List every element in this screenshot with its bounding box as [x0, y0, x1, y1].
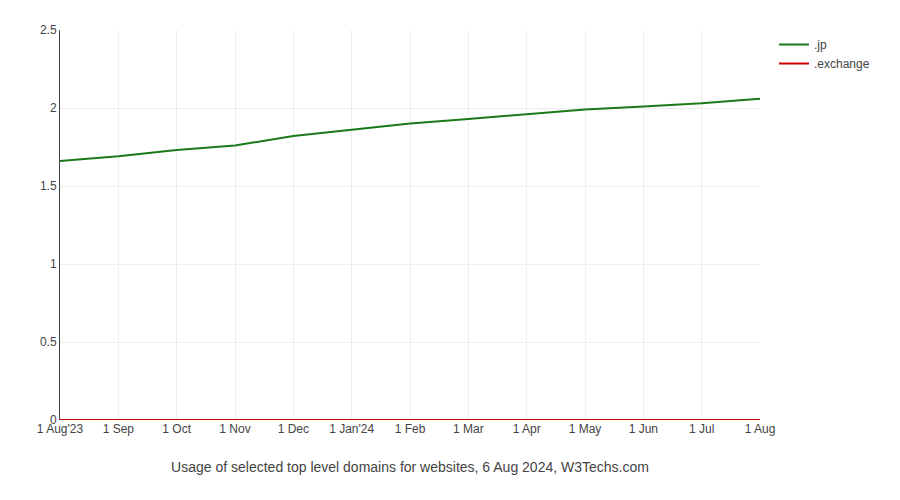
- svg-text:1 Jun: 1 Jun: [629, 422, 658, 436]
- svg-text:1 Aug: 1 Aug: [745, 422, 776, 436]
- svg-text:1 Nov: 1 Nov: [219, 422, 250, 436]
- svg-text:1 Dec: 1 Dec: [278, 422, 309, 436]
- svg-text:1 Aug'23: 1 Aug'23: [37, 422, 84, 436]
- svg-text:1 Oct: 1 Oct: [162, 422, 191, 436]
- svg-text:1 Jan'24: 1 Jan'24: [329, 422, 374, 436]
- svg-text:1 Feb: 1 Feb: [395, 422, 426, 436]
- svg-text:2.5: 2.5: [40, 23, 57, 37]
- svg-text:1 Mar: 1 Mar: [453, 422, 484, 436]
- svg-text:0: 0: [50, 413, 57, 427]
- svg-text:1 Apr: 1 Apr: [513, 422, 541, 436]
- svg-text:1: 1: [50, 257, 57, 271]
- svg-text:1.5: 1.5: [40, 179, 57, 193]
- svg-text:Usage of selected top level do: Usage of selected top level domains for …: [171, 459, 649, 475]
- svg-text:0.5: 0.5: [40, 335, 57, 349]
- svg-text:1 Jul: 1 Jul: [689, 422, 714, 436]
- svg-text:1 Sep: 1 Sep: [103, 422, 135, 436]
- svg-text:1 May: 1 May: [569, 422, 602, 436]
- svg-text:.exchange: .exchange: [814, 57, 870, 71]
- svg-text:.jp: .jp: [814, 38, 827, 52]
- svg-text:2: 2: [50, 101, 57, 115]
